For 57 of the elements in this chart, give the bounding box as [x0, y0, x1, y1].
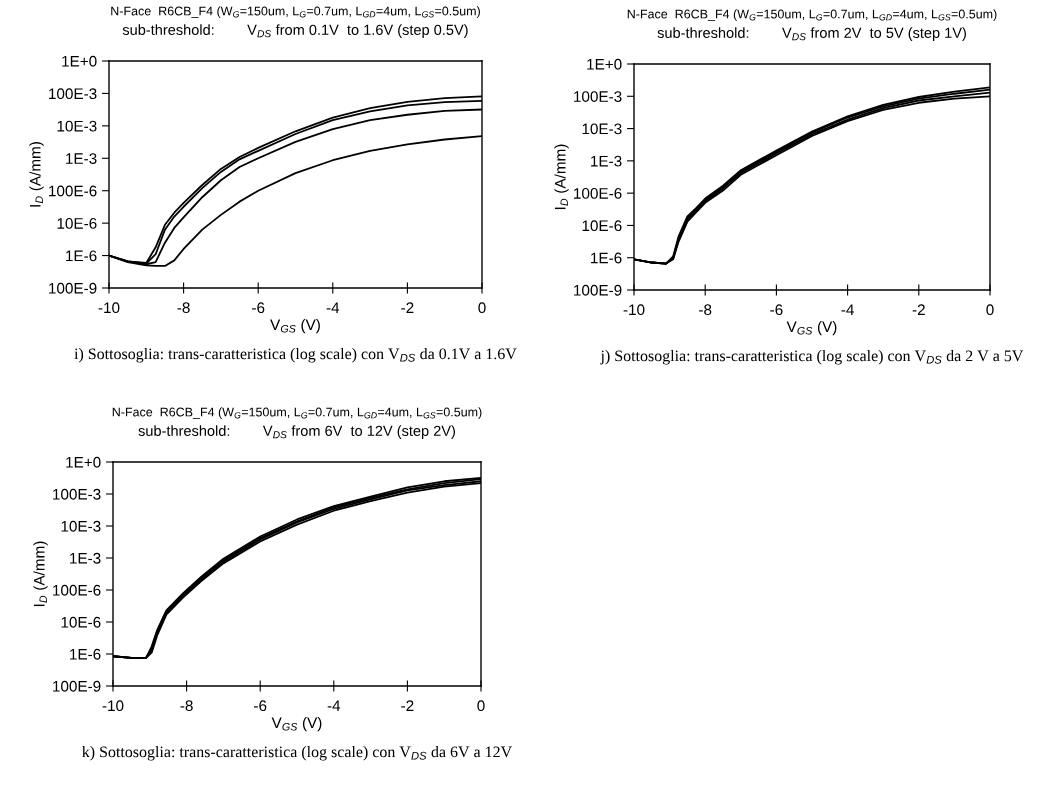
- x-tick-label: -2: [912, 304, 925, 315]
- x-tick-label: -10: [102, 700, 124, 712]
- x-tick-label: -4: [327, 700, 341, 711]
- x-tick-label: -8: [180, 700, 193, 712]
- y-tick-label: 100E-3: [53, 488, 101, 500]
- x-tick-label: 0: [477, 700, 485, 712]
- chart-title: N-Face R6CB_F4 (W$_{G}$=150um, L$_{G}$=0.7um, L$_{GD}$=4um, L$_{GS}$=0.5um): [111, 6, 480, 18]
- y-axis-title: I$_{D}$ (A/mm): [33, 541, 48, 607]
- x-tick-label: -8: [177, 302, 190, 314]
- y-tick-label: 1E-3: [591, 155, 622, 167]
- y-tick-label: 10E-3: [582, 123, 622, 135]
- y-tick-label: 10E-3: [61, 520, 101, 532]
- x-axis-title: V$_{GS}$ (V): [270, 318, 320, 334]
- chart-subtitle: sub-threshold: V$_{DS}$ from 6V to 12V (step 2V): [138, 425, 455, 439]
- x-tick-label: -10: [98, 302, 120, 314]
- y-tick-label: 10E-6: [57, 218, 97, 229]
- y-tick-label: 100E-3: [574, 91, 622, 102]
- x-tick-label: -2: [401, 700, 414, 711]
- y-tick-label: 1E+0: [587, 58, 622, 70]
- chart-subtitle: sub-threshold: V$_{DS}$ from 0.1V to 1.6V (step 0.5V): [122, 24, 468, 38]
- y-tick-label: 1E-6: [66, 250, 97, 262]
- y-tick-label: 100E-6: [49, 185, 97, 197]
- text: i) Sottosoglia: trans-caratteristica (log scale) con V$_{DS}$ da 0.1V a 1.6V: [74, 348, 517, 363]
- chart-subtitle: sub-threshold: V$_{DS}$ from 2V to 5V (step 1V): [657, 27, 966, 41]
- x-tick-label: -2: [401, 302, 414, 313]
- y-tick-label: 100E-9: [49, 282, 97, 294]
- x-tick-label: -6: [770, 304, 783, 316]
- chart-title: N-Face R6CB_F4 (W$_{G}$=150um, L$_{G}$=0.7um, L$_{GD}$=4um, L$_{GS}$=0.5um): [112, 407, 482, 419]
- chart-title: N-Face R6CB_F4 (W$_{G}$=150um, L$_{G}$=0.7um, L$_{GD}$=4um, L$_{GS}$=0.5um): [627, 9, 997, 21]
- x-axis-title: V$_{GS}$ (V): [786, 320, 837, 336]
- x-tick-label: -6: [252, 302, 265, 314]
- y-tick-label: 10E-3: [57, 120, 97, 132]
- x-tick-label: 0: [986, 304, 994, 316]
- y-tick-label: 100E-9: [53, 680, 101, 692]
- text: k) Sottosoglia: trans-caratteristica (log scale) con V$_{DS}$ da 6V a 12V: [82, 746, 512, 761]
- y-tick-label: 1E-3: [66, 153, 97, 164]
- y-tick-label: 1E-3: [70, 552, 101, 564]
- y-tick-label: 100E-6: [574, 188, 622, 199]
- y-axis-title: I$_{D}$ (A/mm): [554, 144, 569, 210]
- text: j) Sottosoglia: trans-caratteristica (log scale) con V$_{DS}$ da 2 V a 5V: [600, 350, 1024, 365]
- y-tick-label: 1E-6: [70, 648, 101, 660]
- x-tick-label: -10: [623, 304, 645, 316]
- y-tick-label: 100E-3: [49, 88, 97, 100]
- y-tick-label: 10E-6: [582, 220, 622, 232]
- x-tick-label: -6: [254, 700, 267, 712]
- y-tick-label: 10E-6: [61, 616, 101, 628]
- y-tick-label: 100E-6: [53, 584, 101, 596]
- x-tick-label: -8: [699, 304, 712, 316]
- x-tick-label: -4: [841, 304, 854, 315]
- y-tick-label: 1E-6: [591, 252, 622, 264]
- x-tick-label: 0: [478, 302, 486, 314]
- x-tick-label: -4: [326, 302, 340, 313]
- x-axis-title: V$_{GS}$ (V): [271, 716, 322, 732]
- y-tick-label: 1E+0: [62, 55, 97, 67]
- y-tick-label: 1E+0: [66, 456, 101, 468]
- y-tick-label: 100E-9: [574, 284, 622, 296]
- y-axis-title: I$_{D}$ (A/mm): [29, 142, 44, 207]
